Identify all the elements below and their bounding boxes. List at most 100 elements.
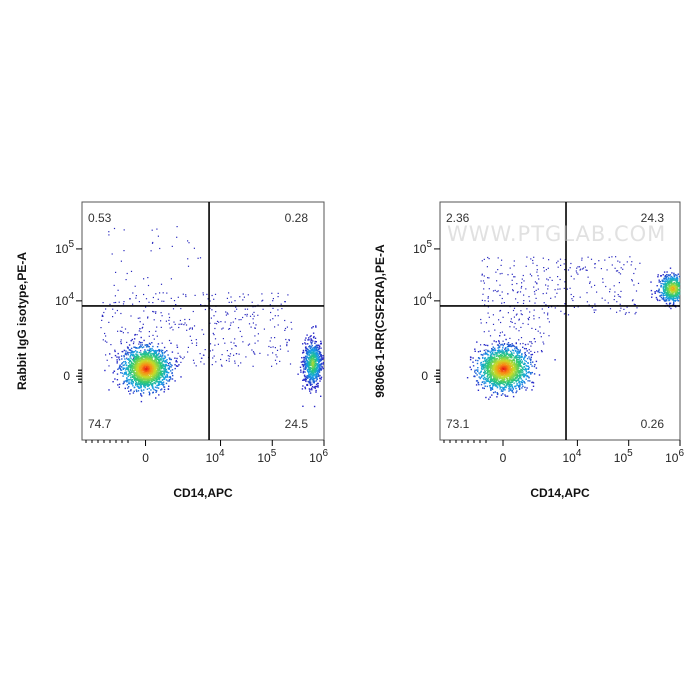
event-dot	[500, 394, 503, 396]
event-dot	[307, 361, 309, 363]
event-dot	[308, 350, 310, 352]
event-dot	[551, 279, 553, 281]
event-dot	[133, 357, 135, 359]
event-dot	[513, 345, 515, 347]
event-dot	[133, 375, 135, 377]
event-dot	[131, 355, 134, 357]
event-dot	[547, 314, 549, 316]
event-dot	[234, 310, 236, 312]
event-dot	[269, 340, 271, 342]
event-dot	[476, 362, 479, 365]
event-dot	[152, 391, 154, 393]
event-dot	[143, 278, 145, 280]
event-dot	[477, 382, 479, 384]
event-dot	[313, 360, 315, 362]
event-dot	[305, 378, 307, 381]
event-dot	[122, 368, 124, 370]
x-tick-label: 104	[206, 448, 225, 465]
event-dot	[512, 379, 514, 382]
event-dot	[515, 374, 518, 376]
event-dot	[312, 362, 314, 364]
event-dot	[312, 379, 314, 381]
event-dot	[302, 366, 305, 368]
event-dot	[138, 301, 140, 303]
event-dot	[556, 292, 558, 294]
event-dot	[152, 296, 154, 299]
event-dot	[303, 368, 305, 370]
event-dot	[133, 370, 135, 372]
event-dot	[159, 363, 161, 365]
event-dot	[156, 376, 159, 378]
event-dot	[524, 354, 526, 356]
event-dot	[182, 358, 184, 360]
event-dot	[138, 351, 140, 354]
event-dot	[153, 388, 155, 391]
event-dot	[318, 368, 320, 370]
event-dot	[120, 339, 122, 341]
event-dot	[496, 377, 499, 379]
event-dot	[152, 374, 155, 376]
event-dot	[155, 375, 157, 377]
event-dot	[507, 370, 510, 372]
event-dot	[150, 352, 152, 355]
event-dot	[504, 347, 507, 349]
event-dot	[482, 377, 485, 380]
event-dot	[214, 322, 216, 324]
event-dot	[168, 339, 171, 342]
event-dot	[138, 357, 140, 359]
event-dot	[311, 348, 313, 350]
event-dot	[150, 357, 152, 359]
event-dot	[126, 367, 129, 369]
event-dot	[520, 287, 522, 289]
event-dot	[315, 389, 317, 392]
event-dot	[496, 378, 499, 380]
event-dot	[145, 381, 147, 383]
event-dot	[148, 367, 150, 370]
event-dot	[165, 361, 167, 363]
event-dot	[499, 370, 501, 372]
event-dot	[151, 356, 153, 358]
event-dot	[497, 257, 499, 259]
event-dot	[155, 366, 157, 368]
event-dot	[493, 368, 496, 371]
event-dot	[141, 383, 144, 385]
event-dot	[508, 388, 510, 390]
event-dot	[523, 368, 525, 371]
event-dot	[512, 377, 514, 379]
event-dot	[227, 355, 229, 357]
event-dot	[167, 372, 169, 374]
event-dot	[480, 344, 482, 346]
event-dot	[622, 268, 624, 270]
event-dot	[158, 370, 160, 372]
event-dot	[505, 395, 507, 397]
event-dot	[240, 362, 242, 364]
event-dot	[209, 300, 211, 302]
event-dot	[566, 288, 568, 290]
event-dot	[151, 342, 153, 344]
event-dot	[165, 360, 167, 362]
event-dot	[509, 359, 511, 362]
event-dot	[509, 376, 511, 378]
event-dot	[491, 387, 494, 389]
event-dot	[159, 365, 161, 368]
event-dot	[216, 320, 219, 322]
event-dot	[601, 297, 603, 299]
event-dot	[162, 354, 164, 356]
event-dot	[271, 292, 273, 294]
event-dot	[529, 273, 531, 275]
event-dot	[515, 364, 517, 366]
event-dot	[270, 311, 272, 314]
event-dot	[113, 227, 116, 230]
event-dot	[199, 257, 202, 259]
event-dot	[195, 344, 198, 346]
event-dot	[489, 396, 491, 398]
event-dot	[527, 375, 529, 378]
event-dot	[130, 361, 132, 363]
event-dot	[153, 350, 155, 352]
event-dot	[211, 309, 213, 311]
event-dot	[137, 363, 139, 365]
event-dot	[482, 363, 484, 365]
event-dot	[150, 350, 152, 353]
event-dot	[139, 382, 141, 385]
event-dot	[494, 378, 497, 380]
